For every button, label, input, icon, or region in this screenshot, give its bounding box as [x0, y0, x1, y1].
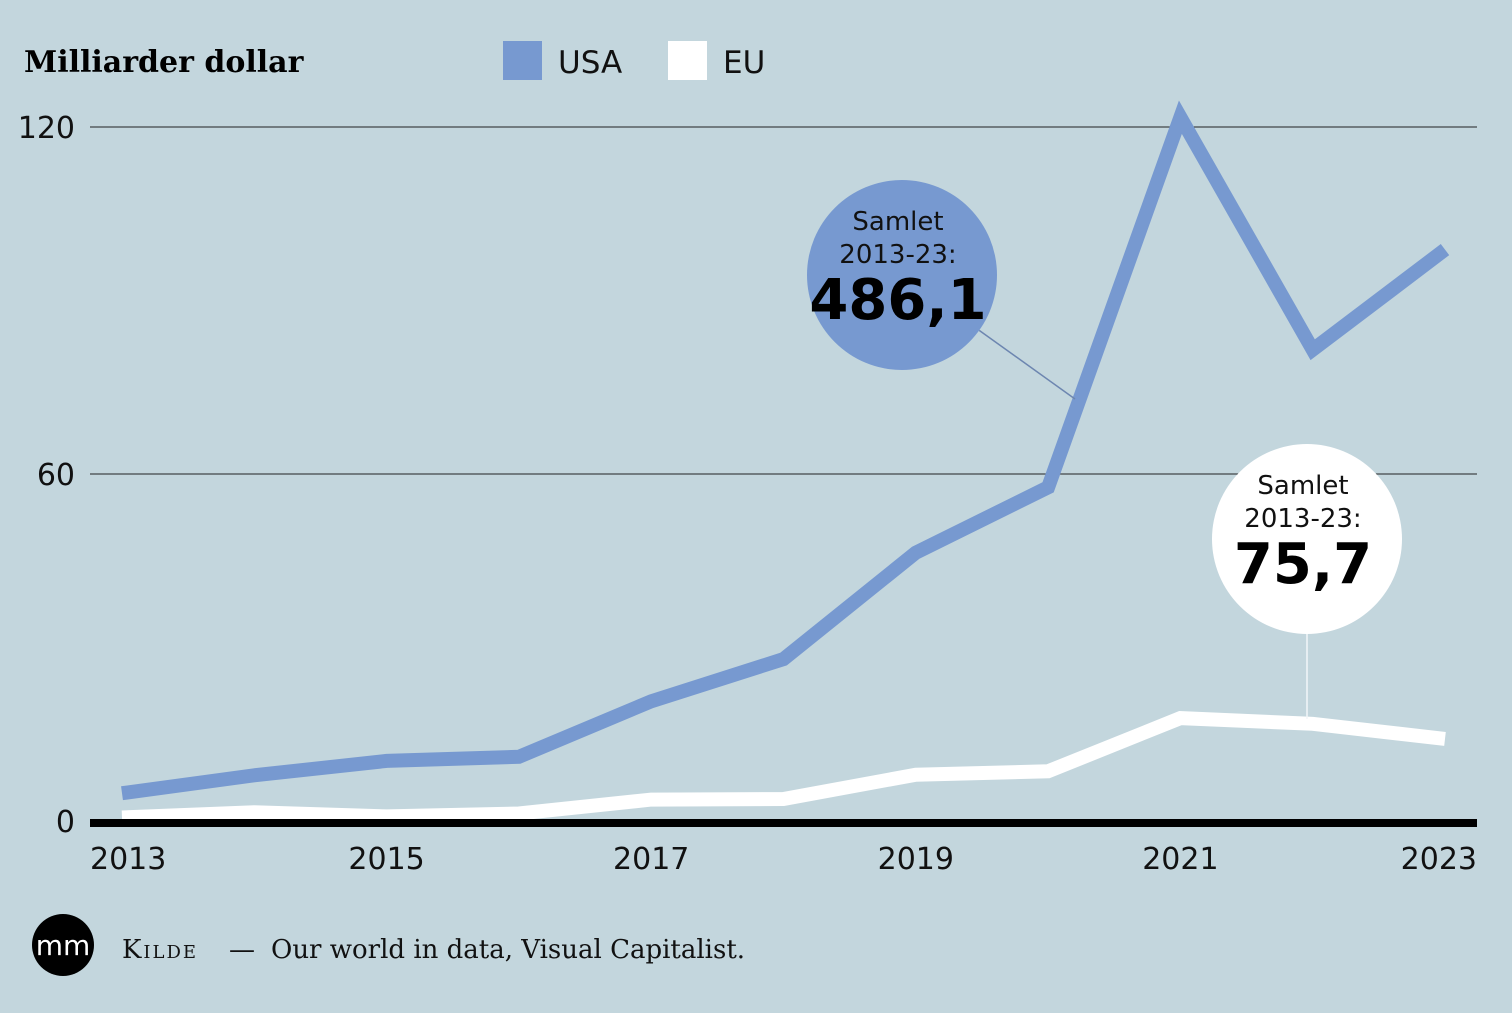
annotation-bubble-eu: [1212, 444, 1402, 634]
x-tick-label-2013: 2013: [90, 842, 166, 877]
legend-label-usa: USA: [558, 45, 622, 81]
legend-swatch-usa: [503, 41, 542, 80]
y-tick-labels: 0 60 120: [18, 111, 75, 840]
x-tick-labels: 2013 2015 2017 2019 2021 2023: [90, 842, 1477, 877]
annotation-value-eu: 75,7: [1234, 532, 1372, 597]
gridlines: [90, 126, 1477, 475]
y-tick-label-60: 60: [37, 458, 75, 493]
y-axis-title: Milliarder dollar: [24, 45, 305, 80]
annotation-leader-usa: [978, 329, 1076, 400]
y-tick-label-0: 0: [56, 805, 75, 840]
annotation-line1-eu: Samlet: [1257, 471, 1348, 501]
x-tick-label-2015: 2015: [348, 842, 424, 877]
series-line-eu: [121, 711, 1446, 825]
x-tick-label-2021: 2021: [1142, 842, 1218, 877]
source-dash: —: [229, 935, 255, 965]
annotation-bubble-usa: [807, 180, 997, 370]
x-tick-label-2017: 2017: [613, 842, 689, 877]
x-tick-label-2023: 2023: [1401, 842, 1477, 877]
legend: USA EU: [503, 41, 765, 81]
source-label: Kilde: [122, 935, 198, 965]
annotation-line2-eu: 2013-23:: [1244, 504, 1361, 534]
series-line-usa: [121, 100, 1450, 801]
annotation-line2-usa: 2013-23:: [839, 240, 956, 270]
source-footer: mm Kilde — Our world in data, Visual Cap…: [32, 914, 745, 976]
x-tick-label-2019: 2019: [878, 842, 954, 877]
legend-swatch-eu: [668, 41, 707, 80]
annotation-value-usa: 486,1: [809, 268, 986, 333]
logo-text: mm: [36, 929, 91, 962]
y-tick-label-120: 120: [18, 111, 75, 146]
annotation-line1-usa: Samlet: [852, 207, 943, 237]
logo-badge: [32, 914, 94, 976]
series-lines: [121, 100, 1450, 825]
legend-label-eu: EU: [723, 45, 765, 81]
source-text: Our world in data, Visual Capitalist.: [271, 935, 745, 965]
